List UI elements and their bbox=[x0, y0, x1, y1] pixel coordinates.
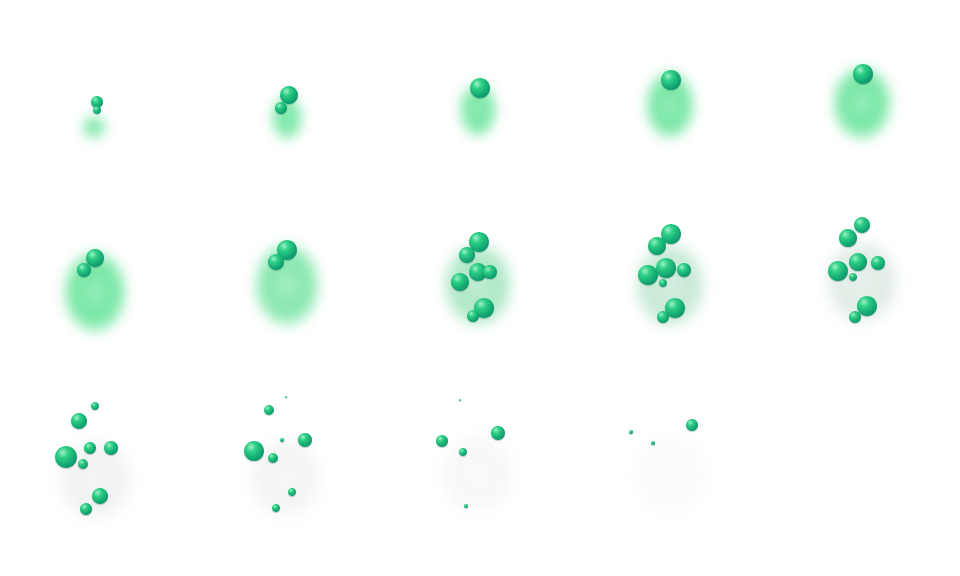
smoke-cloud bbox=[83, 116, 105, 138]
bubble bbox=[55, 446, 77, 468]
bubble bbox=[857, 296, 877, 316]
bubble bbox=[451, 273, 469, 291]
bubble bbox=[638, 265, 658, 285]
bubble bbox=[686, 419, 698, 431]
bubble bbox=[629, 430, 633, 434]
bubble bbox=[483, 265, 497, 279]
bubble bbox=[677, 263, 691, 277]
bubble bbox=[264, 405, 274, 415]
bubble bbox=[661, 70, 681, 90]
bubble bbox=[92, 488, 108, 504]
bubble bbox=[839, 229, 857, 247]
bubble bbox=[272, 504, 280, 512]
bubble bbox=[268, 453, 278, 463]
bubble bbox=[298, 433, 312, 447]
bubble bbox=[871, 256, 885, 270]
bubble bbox=[280, 438, 284, 442]
bubble bbox=[459, 399, 461, 401]
bubble bbox=[469, 263, 487, 281]
bubble bbox=[80, 503, 92, 515]
smoke-cloud bbox=[634, 435, 706, 513]
bubble bbox=[659, 279, 667, 287]
bubble bbox=[280, 86, 298, 104]
bubble bbox=[436, 435, 448, 447]
bubble bbox=[849, 253, 867, 271]
bubble bbox=[470, 78, 490, 98]
bubble bbox=[71, 413, 87, 429]
bubble bbox=[277, 240, 297, 260]
bubble bbox=[651, 441, 655, 445]
bubble bbox=[849, 273, 857, 281]
bubble bbox=[656, 258, 676, 278]
bubble bbox=[661, 224, 681, 244]
smoke-cloud bbox=[442, 435, 514, 513]
bubble bbox=[288, 488, 296, 496]
bubble bbox=[459, 448, 467, 456]
bubble bbox=[91, 96, 103, 108]
bubble bbox=[854, 217, 870, 233]
bubble bbox=[849, 311, 861, 323]
bubble bbox=[657, 311, 669, 323]
bubble bbox=[275, 102, 287, 114]
bubble bbox=[491, 426, 505, 440]
bubble bbox=[828, 261, 848, 281]
bubble bbox=[469, 232, 489, 252]
bubble bbox=[86, 249, 104, 267]
bubble bbox=[104, 441, 118, 455]
bubble bbox=[268, 254, 284, 270]
bubble bbox=[84, 442, 96, 454]
bubble bbox=[459, 247, 475, 263]
bubble bbox=[467, 310, 479, 322]
bubble bbox=[93, 106, 101, 114]
bubble bbox=[665, 298, 685, 318]
bubble bbox=[648, 237, 666, 255]
bubble bbox=[464, 504, 468, 508]
bubble bbox=[244, 441, 264, 461]
bubble bbox=[78, 459, 88, 469]
bubble bbox=[474, 298, 494, 318]
bubble bbox=[285, 396, 287, 398]
bubble bbox=[91, 402, 99, 410]
bubble bbox=[77, 263, 91, 277]
bubble bbox=[853, 64, 873, 84]
